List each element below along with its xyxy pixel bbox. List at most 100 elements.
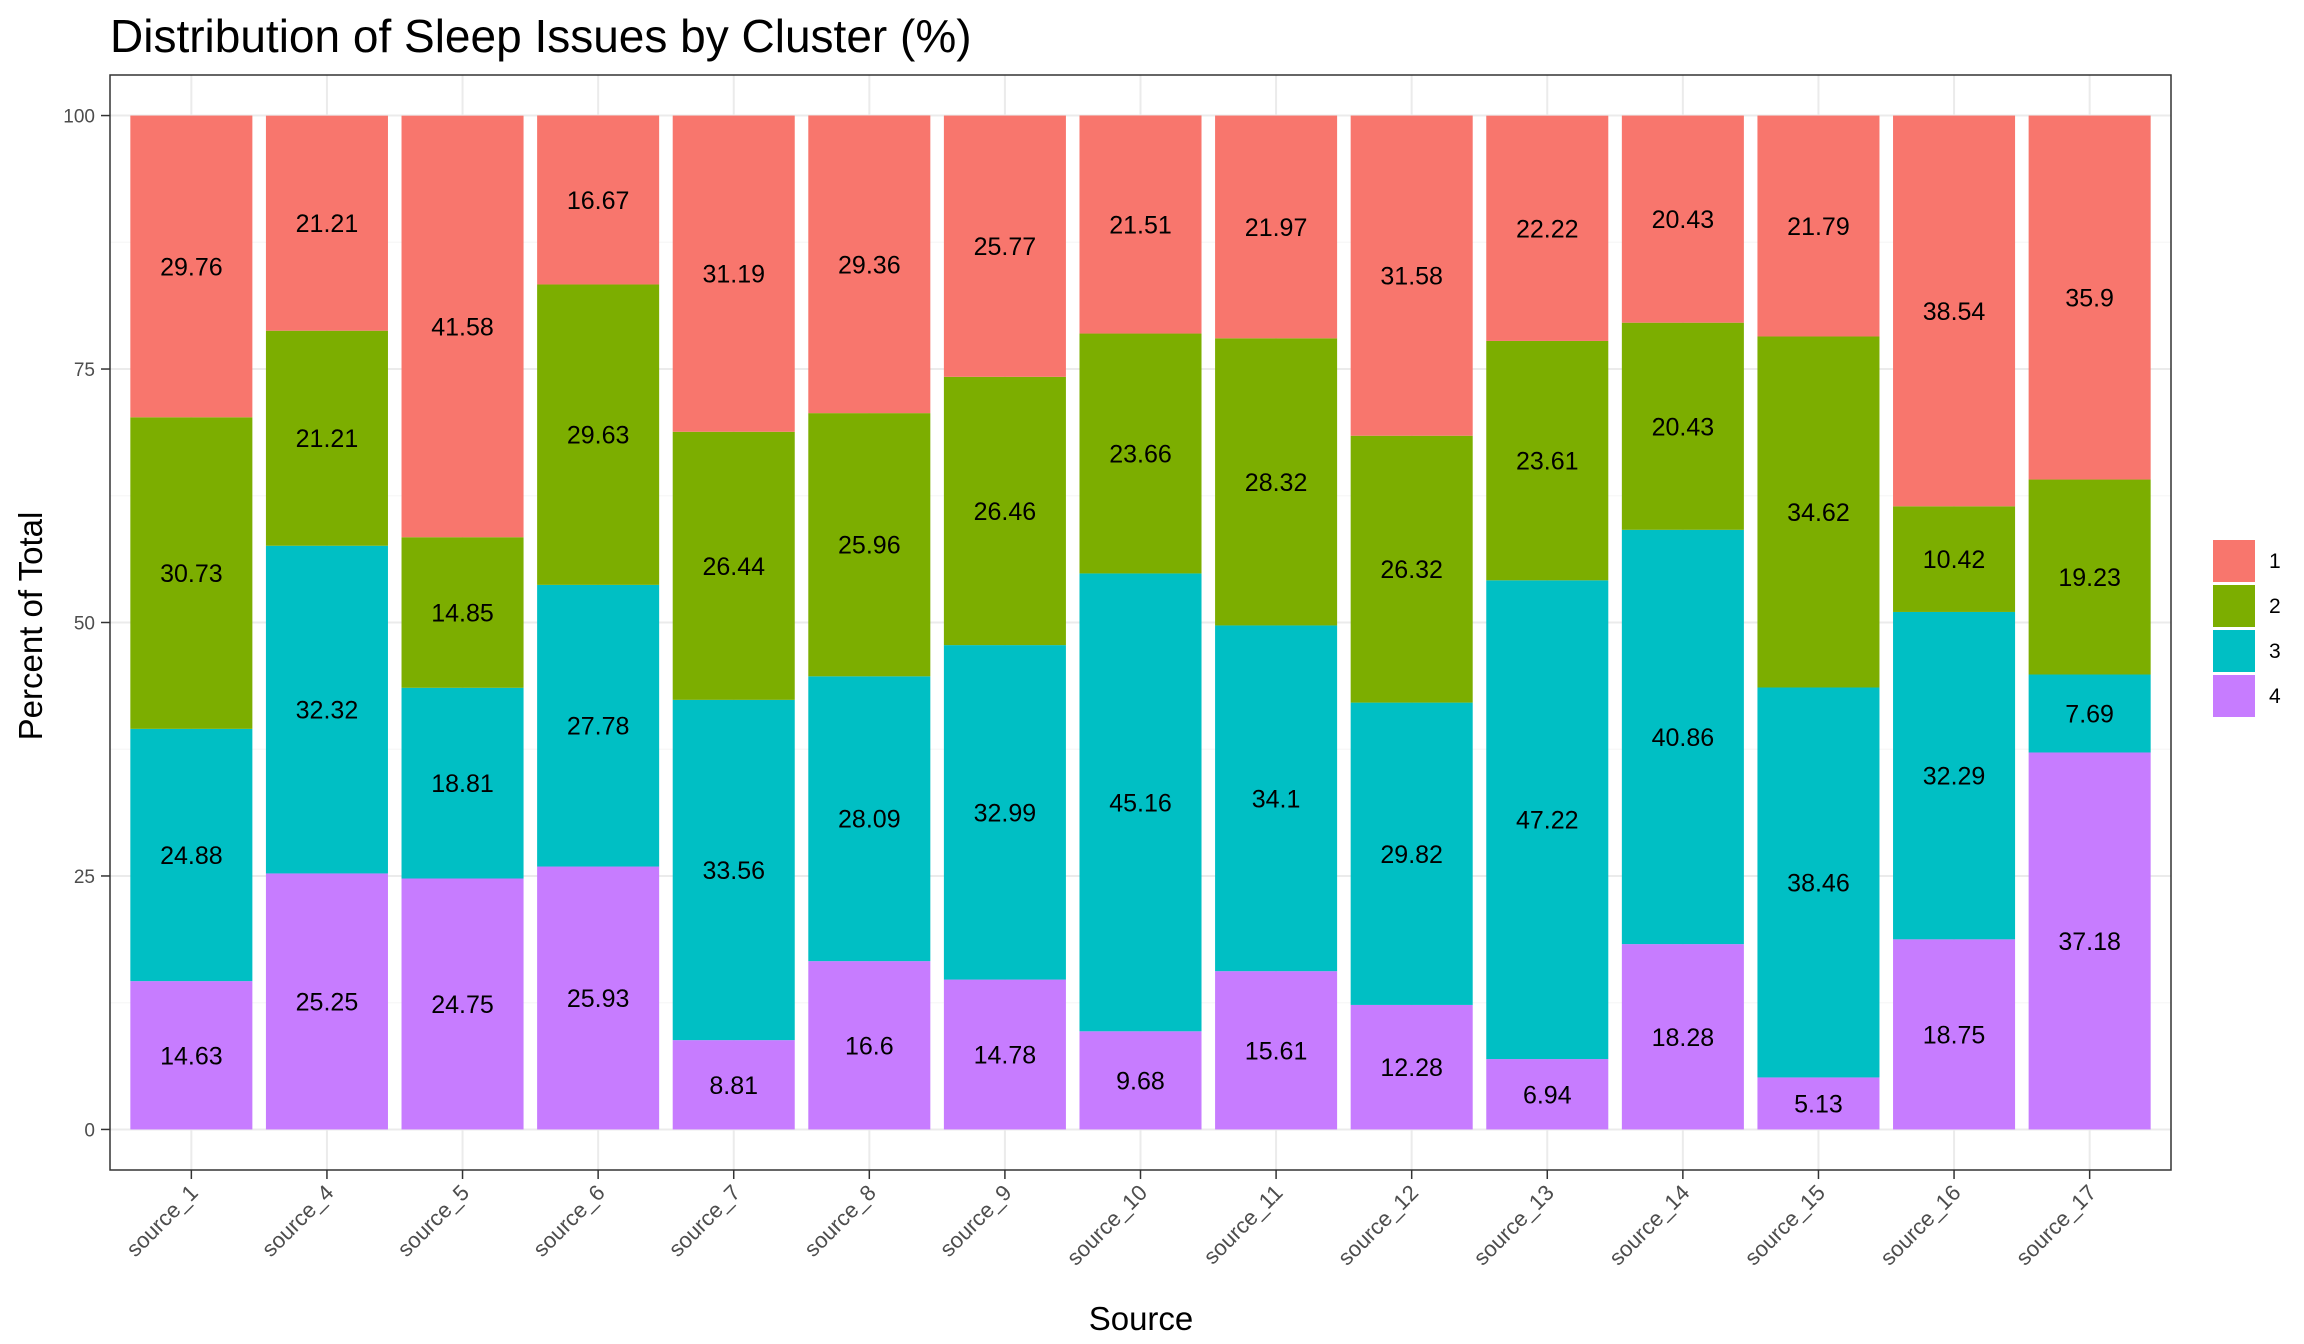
bar-segment: [1215, 338, 1338, 626]
data-label: 32.99: [974, 799, 1037, 827]
bar-segment: [1486, 115, 1609, 341]
legend[interactable]: 1 2 3 4: [2213, 540, 2281, 717]
data-label: 26.46: [974, 498, 1037, 526]
legend-key-3[interactable]: [2213, 630, 2255, 672]
x-tick-label: source_7: [664, 1180, 746, 1262]
x-tick-label: source_14: [1604, 1180, 1694, 1270]
legend-label-1: 1: [2269, 550, 2281, 573]
data-label: 22.22: [1516, 215, 1579, 243]
bar-segment: [1079, 573, 1202, 1032]
legend-key-2[interactable]: [2213, 585, 2255, 627]
bar-segment: [1621, 944, 1744, 1130]
bar-segment: [672, 431, 795, 700]
x-tick-label: source_1: [121, 1180, 203, 1262]
legend-key-1[interactable]: [2213, 540, 2255, 582]
data-label: 9.68: [1116, 1067, 1165, 1095]
bar-segment: [401, 537, 524, 688]
y-tick-label: 0: [84, 1120, 95, 1141]
data-label: 38.46: [1787, 869, 1850, 897]
bar-segment: [265, 115, 388, 331]
data-label: 15.61: [1245, 1037, 1308, 1065]
data-label: 25.96: [838, 532, 901, 560]
legend-label-3: 3: [2269, 640, 2281, 663]
data-label: 29.36: [838, 251, 901, 279]
bar-segment: [1215, 971, 1338, 1130]
bar-segment: [1079, 1031, 1202, 1130]
data-label: 10.42: [1923, 546, 1986, 574]
bar-segment: [130, 115, 253, 418]
data-label: 37.18: [2058, 928, 2121, 956]
bar-segment: [943, 376, 1066, 646]
data-label: 18.81: [431, 770, 494, 798]
bar-segment: [537, 584, 660, 867]
data-label: 27.78: [567, 713, 630, 741]
bar-segment: [1350, 115, 1473, 436]
data-label: 23.61: [1516, 448, 1579, 476]
data-label: 16.67: [567, 187, 630, 215]
bar-segment: [808, 961, 931, 1130]
bar-segment: [808, 115, 931, 414]
data-label: 12.28: [1380, 1054, 1443, 1082]
data-label: 41.58: [431, 313, 494, 341]
data-label: 21.51: [1109, 211, 1172, 239]
data-label: 26.44: [702, 553, 765, 581]
data-label: 32.29: [1923, 763, 1986, 791]
data-label: 34.1: [1252, 785, 1301, 813]
data-label: 14.78: [974, 1042, 1037, 1070]
bar-segment: [401, 687, 524, 879]
data-label: 19.23: [2058, 564, 2121, 592]
bar-segment: [943, 979, 1066, 1130]
data-label: 21.79: [1787, 213, 1850, 241]
data-label: 25.77: [974, 233, 1037, 261]
bar-segment: [1486, 1059, 1609, 1130]
y-axis: 0 25 50 75 100: [63, 107, 110, 1141]
data-label: 35.9: [2065, 285, 2114, 313]
data-label: 18.75: [1923, 1021, 1986, 1049]
x-tick-label: source_6: [528, 1180, 610, 1262]
y-axis-title: Percent of Total: [12, 512, 49, 741]
bar-segment: [537, 115, 660, 285]
data-label: 33.56: [702, 857, 765, 885]
bar-segment: [265, 330, 388, 546]
bar-segment: [1757, 687, 1880, 1078]
bar-segment: [1621, 529, 1744, 945]
x-tick-label: source_9: [935, 1180, 1017, 1262]
data-label: 21.21: [296, 425, 359, 453]
x-tick-label: source_16: [1875, 1180, 1965, 1270]
bar-segment: [1350, 1004, 1473, 1130]
bar-segment: [265, 873, 388, 1130]
data-label: 21.21: [296, 210, 359, 238]
x-axis-title: Source: [1089, 1300, 1194, 1337]
data-label: 45.16: [1109, 789, 1172, 817]
bar-segment: [2028, 115, 2151, 480]
bar-segment: [1350, 435, 1473, 703]
bar-segment: [1350, 702, 1473, 1005]
data-label: 24.88: [160, 842, 223, 870]
bar-segment: [401, 878, 524, 1130]
data-label: 30.73: [160, 560, 223, 588]
x-axis: source_1 source_4 source_5 source_6 source_7…: [121, 1170, 2101, 1270]
data-label: 20.43: [1652, 206, 1715, 234]
x-tick-label: source_12: [1333, 1180, 1423, 1270]
bar-segment: [943, 115, 1066, 377]
bar-segment: [1079, 115, 1202, 334]
bar-segment: [2028, 752, 2151, 1130]
data-label: 6.94: [1523, 1081, 1572, 1109]
bar-segment: [265, 545, 388, 874]
data-label: 34.62: [1787, 499, 1850, 527]
legend-label-2: 2: [2269, 595, 2281, 618]
x-tick-label: source_10: [1062, 1180, 1152, 1270]
bar-segment: [2028, 479, 2151, 675]
data-label: 29.76: [160, 253, 223, 281]
x-tick-label: source_4: [257, 1180, 339, 1262]
data-label: 16.6: [845, 1032, 894, 1060]
data-label: 29.82: [1380, 841, 1443, 869]
data-label: 14.63: [160, 1042, 223, 1070]
legend-key-4[interactable]: [2213, 675, 2255, 717]
x-tick-label: source_5: [392, 1180, 474, 1262]
bar-segment: [1893, 506, 2016, 612]
data-label: 8.81: [709, 1072, 758, 1100]
bar-segment: [1486, 580, 1609, 1060]
